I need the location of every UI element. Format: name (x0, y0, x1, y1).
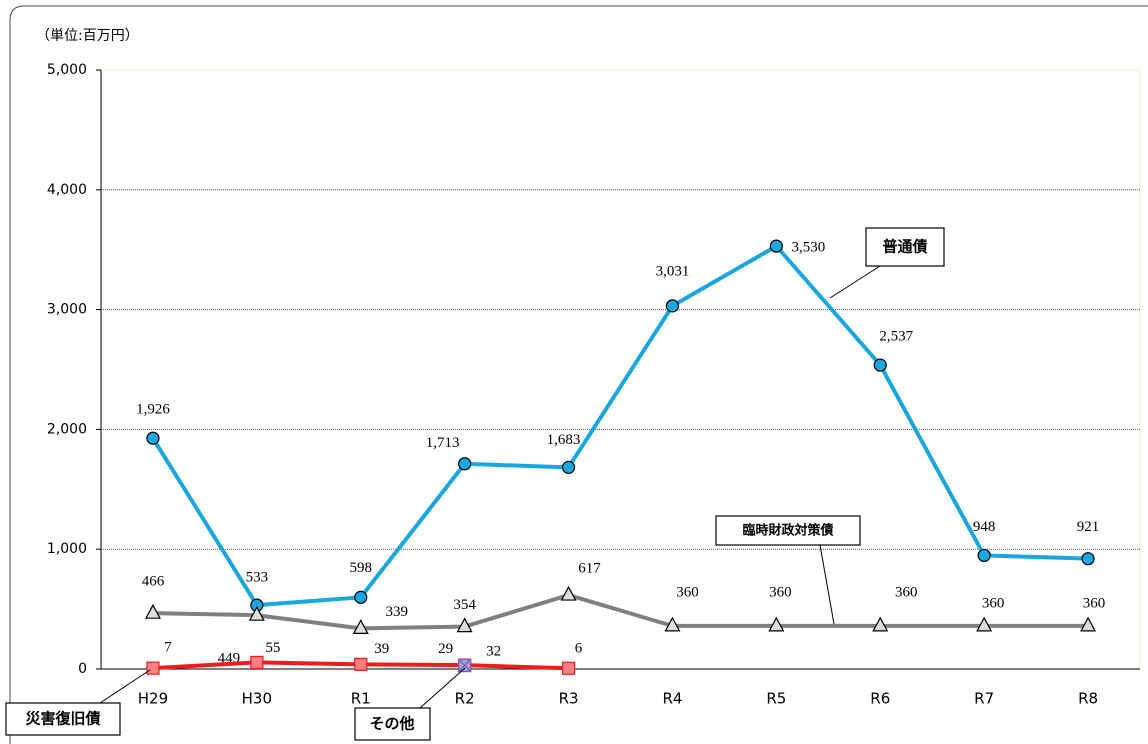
y-tick-label: 1,000 (47, 541, 87, 557)
callout-pointer (99, 669, 151, 704)
series-line (152, 592, 1089, 631)
marker (977, 548, 991, 563)
marker (1080, 616, 1097, 632)
data-label: 360 (769, 584, 792, 600)
x-tick-label: H29 (138, 690, 168, 708)
marker (457, 658, 472, 673)
data-label: 39 (374, 641, 389, 657)
marker (560, 585, 577, 601)
data-label: 1,926 (136, 402, 170, 418)
data-label: 360 (895, 584, 918, 600)
x-tick-label: R8 (1078, 690, 1098, 708)
data-label: 598 (350, 560, 373, 576)
callout-box (865, 227, 945, 267)
callout-box (5, 702, 121, 736)
data-label: 354 (453, 597, 476, 613)
legend-label: 災害復旧債 (25, 710, 100, 728)
data-label: 921 (1077, 519, 1100, 535)
callout-box (354, 707, 431, 741)
data-label: 1,683 (547, 432, 581, 448)
legend-label: 臨時財政対策債 (742, 523, 833, 539)
marker (354, 657, 368, 671)
marker (664, 616, 681, 632)
marker (352, 619, 369, 634)
x-tick-label: R1 (351, 690, 371, 708)
x-tick-label: R4 (662, 690, 682, 708)
x-tick-label: H30 (242, 690, 272, 708)
y-tick-label: 5,000 (47, 62, 87, 78)
marker (144, 603, 161, 619)
series-line (151, 243, 1089, 608)
y-tick-label: 2,000 (47, 421, 87, 437)
marker (458, 457, 472, 471)
x-tick-label: R2 (455, 690, 475, 708)
y-tick-label: 0 (78, 661, 87, 677)
callout-box (715, 515, 861, 546)
data-label: 29 (438, 641, 453, 657)
data-label: 55 (265, 640, 280, 656)
marker (456, 617, 473, 633)
callout-pointer (419, 667, 466, 709)
marker (250, 655, 264, 670)
y-tick-label: 4,000 (47, 182, 87, 198)
data-label: 533 (246, 570, 269, 586)
x-tick-label: R7 (974, 690, 994, 708)
legend-label: 普通債 (882, 238, 927, 256)
data-label: 6 (575, 641, 583, 657)
marker (873, 358, 887, 372)
frame (9, 5, 1148, 744)
data-label: 360 (1083, 595, 1106, 611)
marker (561, 661, 576, 675)
callout-pointer (829, 265, 881, 299)
y-axis-label: （単位:百万円） (36, 28, 139, 44)
marker (665, 299, 680, 313)
marker (354, 590, 368, 604)
marker (769, 239, 783, 253)
data-label: 7 (164, 640, 172, 656)
marker (872, 616, 889, 632)
x-tick-label: R3 (559, 690, 579, 708)
data-label: 3,031 (656, 263, 690, 279)
data-label: 339 (386, 604, 409, 620)
marker (1081, 552, 1095, 566)
data-label: 948 (973, 519, 996, 535)
marker (146, 661, 160, 675)
data-label: 1,713 (426, 435, 460, 451)
data-label: 360 (982, 595, 1005, 611)
x-tick-label: R6 (870, 690, 890, 708)
marker (248, 605, 265, 621)
data-label: 3,530 (791, 240, 825, 256)
legend-label: その他 (369, 715, 414, 733)
data-label: 617 (578, 561, 601, 577)
data-label: 32 (486, 644, 501, 660)
data-label: 2,537 (879, 329, 913, 345)
marker (768, 616, 785, 632)
y-tick-label: 3,000 (47, 302, 87, 318)
marker (146, 431, 160, 445)
marker (561, 460, 576, 474)
data-label: 466 (142, 574, 165, 590)
marker (976, 616, 993, 632)
x-tick-label: R5 (766, 690, 786, 708)
data-label: 360 (676, 584, 699, 600)
callout-pointer (819, 544, 835, 625)
